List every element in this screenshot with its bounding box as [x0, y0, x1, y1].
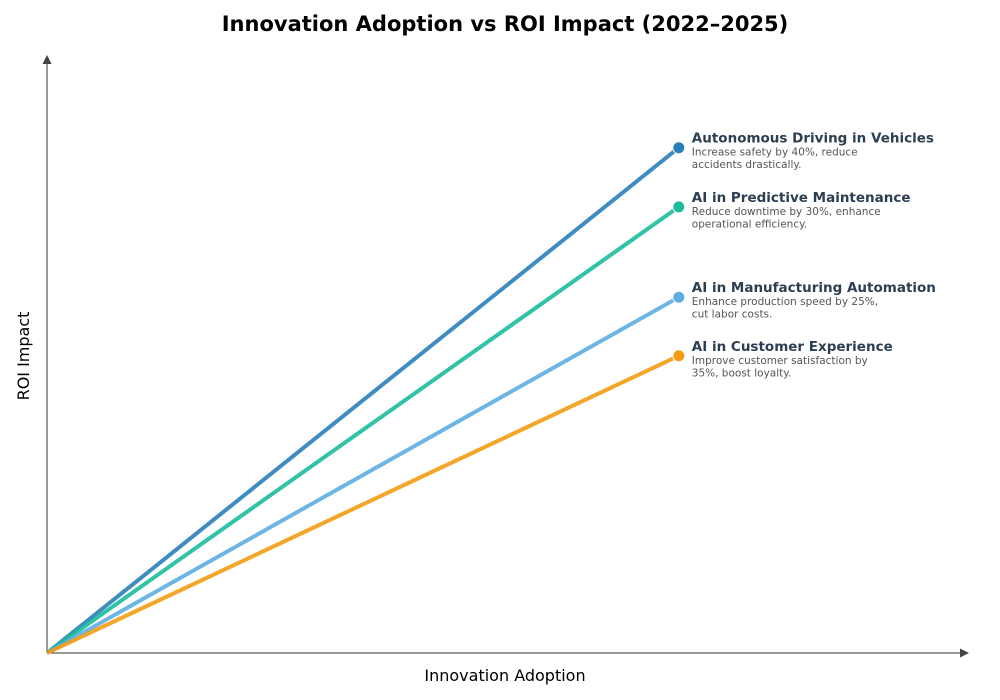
series-end-point: [672, 290, 686, 304]
series-line: [46, 353, 680, 655]
x-axis-arrow-icon: [960, 648, 969, 658]
series-line: [45, 205, 680, 655]
series-description: accidents drastically.: [692, 159, 802, 171]
series-label: AI in Customer Experience: [692, 339, 893, 355]
series-label: AI in Manufacturing Automation: [692, 280, 936, 296]
chart-title: Innovation Adoption vs ROI Impact (2022–…: [222, 12, 789, 36]
series-description: operational efficiency.: [692, 218, 807, 230]
series-end-point: [672, 200, 686, 214]
series-description: Enhance production speed by 25%,: [692, 296, 878, 308]
series-label: AI in Predictive Maintenance: [692, 190, 911, 206]
series-line: [46, 295, 680, 655]
y-axis: [42, 55, 52, 653]
series-label: Autonomous Driving in Vehicles: [692, 131, 934, 147]
series-description: Reduce downtime by 30%, enhance: [692, 206, 881, 218]
x-axis-label: Innovation Adoption: [424, 666, 585, 685]
series-description: Improve customer satisfaction by: [692, 355, 868, 367]
y-axis-label: ROI Impact: [14, 312, 33, 401]
series-line: [45, 146, 681, 655]
series-description: Increase safety by 40%, reduce: [692, 147, 858, 159]
series-end-point: [672, 349, 686, 363]
x-axis: [47, 648, 969, 658]
series-end-point: [672, 141, 686, 155]
series-description: cut labor costs.: [692, 309, 773, 321]
series-description: 35%, boost loyalty.: [692, 367, 792, 379]
y-axis-arrow-icon: [42, 55, 52, 64]
